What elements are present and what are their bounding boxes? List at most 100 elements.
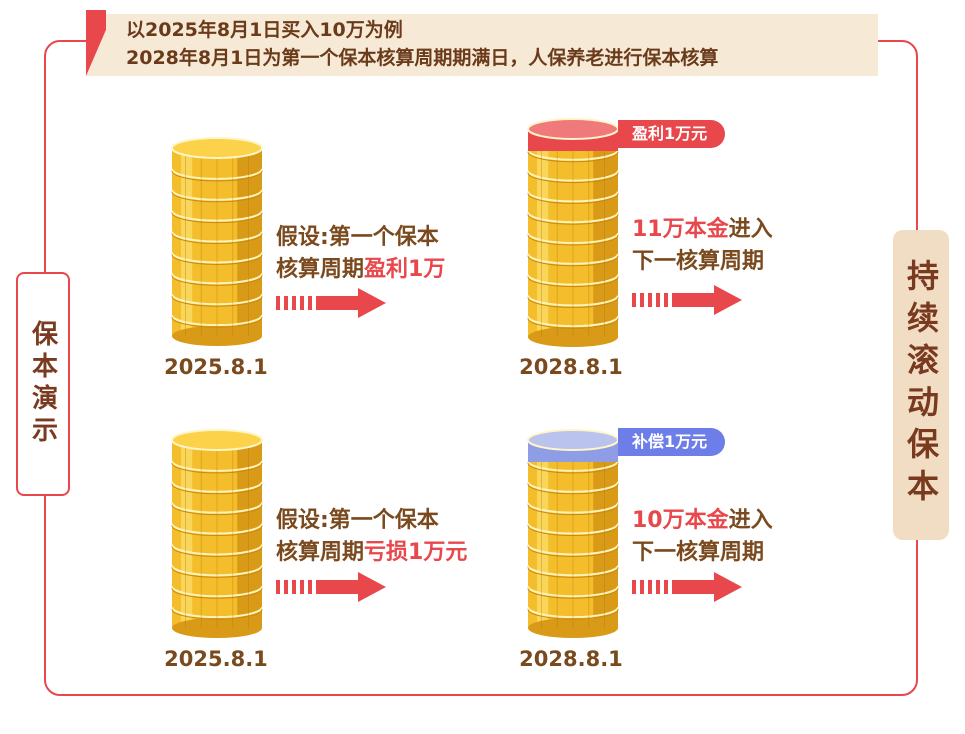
coin-edge (171, 565, 263, 577)
coin-edge-shadow (527, 462, 619, 474)
arrow-dash (308, 296, 312, 310)
profit-badge: 盈利1万元 (618, 120, 726, 148)
arrow-dash (648, 293, 652, 307)
coin-edge-shadow (527, 483, 619, 495)
arrow-dash (664, 580, 668, 594)
result-text-bottom: 10万本金进入 下一核算周期 (632, 505, 773, 569)
coin-edge-shadow (171, 254, 263, 265)
coin-edge-shadow (527, 276, 619, 288)
coin-edge-shadow (171, 296, 263, 307)
coin-edge (171, 314, 263, 327)
coin-edge-shadow (527, 609, 619, 620)
arrow-right-icon-top-right (632, 285, 742, 315)
assumption-line2-bottom: 核算周期亏损1万元 (276, 540, 468, 565)
right-side-label-text: 持续滚动保本 (902, 259, 940, 511)
arrow-shaft (316, 580, 360, 594)
loss-highlight: 亏损1万元 (364, 540, 468, 565)
coin-stack-start-bottom (171, 429, 263, 638)
left-side-label: 保本演示 (16, 272, 70, 496)
start-date-bottom: 2025.8.1 (164, 647, 268, 671)
coin-edge (171, 210, 263, 222)
end-date-top: 2028.8.1 (519, 355, 623, 379)
arrow-dash (648, 580, 652, 594)
coin-edge (171, 273, 263, 285)
coin-edge (527, 565, 619, 577)
coin-edge-shadow (527, 588, 619, 599)
coin-edge (527, 481, 619, 493)
assumption-line1-top: 假设:第一个保本 (276, 225, 439, 250)
coin-edge (527, 295, 619, 307)
coin-edge-shadow (527, 193, 619, 204)
coin-edge-shadow (527, 234, 619, 246)
coin-edge (527, 460, 619, 472)
result-highlight-bottom: 10万本金 (632, 508, 729, 533)
coin-stack-start-top (171, 137, 263, 346)
coin-bottom (172, 326, 262, 346)
start-date-top: 2025.8.1 (164, 355, 268, 379)
coin-edge (527, 523, 619, 535)
arrow-shaft (316, 296, 360, 310)
coin-edge (171, 231, 263, 243)
arrow-right-icon-bottom-right (632, 572, 742, 602)
assumption-text-bottom: 假设:第一个保本 核算周期亏损1万元 (276, 505, 467, 569)
end-date-bottom: 2028.8.1 (519, 647, 623, 671)
arrow-dash (276, 580, 280, 594)
coin-edge-shadow (171, 525, 263, 537)
header-line-1: 以2025年8月1日买入10万为例 (126, 19, 403, 41)
coin-edge (171, 606, 263, 619)
coin-edge-shadow (171, 233, 263, 245)
top-coin-face (527, 118, 619, 140)
coin-edge (527, 544, 619, 556)
arrow-dash (632, 293, 636, 307)
coin-edge (527, 502, 619, 514)
coin-highlight (181, 440, 193, 628)
coin-edge-shadow (171, 275, 263, 286)
arrow-dash (300, 296, 304, 310)
arrow-dash (640, 293, 644, 307)
coin-highlight (181, 148, 193, 336)
coin-edge (527, 585, 619, 598)
result-text-top: 11万本金进入 下一核算周期 (632, 214, 773, 278)
coin-edge-shadow (171, 588, 263, 599)
coin-edge (527, 253, 619, 265)
coin-edge (171, 168, 263, 180)
coin-edge-shadow (171, 609, 263, 620)
coin-bottom (172, 618, 262, 638)
coin-edge-shadow (527, 151, 619, 163)
coin-edge-shadow (527, 172, 619, 184)
header-banner (86, 14, 878, 76)
coin-stack-end-top (527, 118, 619, 347)
arrow-dash (656, 580, 660, 594)
coin-edge (527, 232, 619, 244)
coin-bottom (528, 618, 618, 638)
coin-edge-shadow (171, 462, 263, 474)
top-coin-face (171, 429, 263, 451)
coin-edge-shadow (527, 255, 619, 267)
coin-edge-shadow (171, 170, 263, 182)
coin-highlight (537, 440, 549, 628)
coin-edge-shadow (527, 546, 619, 557)
coin-edge-shadow (171, 567, 263, 578)
arrow-head (358, 572, 386, 602)
coin-edge-shadow (527, 297, 619, 308)
coin-edge-shadow (171, 317, 263, 328)
coin-edge (171, 252, 263, 264)
coin-edge (171, 460, 263, 472)
arrow-dash (284, 296, 288, 310)
arrow-head (714, 572, 742, 602)
coin-edge (171, 523, 263, 535)
assumption-line1-bottom: 假设:第一个保本 (276, 508, 439, 533)
arrow-dash (308, 580, 312, 594)
compensation-badge: 补偿1万元 (618, 428, 726, 456)
arrow-dash (632, 580, 636, 594)
arrow-shaft (672, 293, 716, 307)
arrow-dash (292, 580, 296, 594)
coin-bottom (528, 327, 618, 347)
coin-highlight (537, 129, 549, 337)
coin-edge-shadow (171, 504, 263, 516)
arrow-dash (292, 296, 296, 310)
coin-edge (171, 293, 263, 306)
coin-edge-shadow (171, 546, 263, 557)
coin-edge (527, 149, 619, 161)
result-line2-top: 下一核算周期 (632, 249, 765, 274)
